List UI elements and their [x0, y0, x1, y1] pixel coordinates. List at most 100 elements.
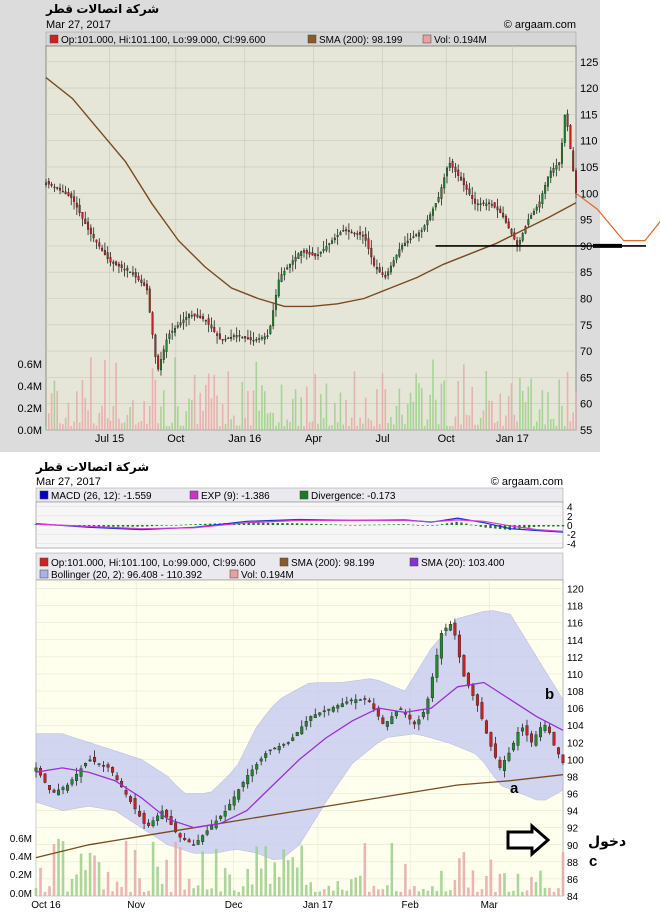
chart-date: Mar 27, 2017 — [36, 476, 101, 488]
volume-bar — [137, 422, 140, 430]
candle-body — [157, 355, 160, 370]
candle-body — [468, 188, 471, 195]
candle-body — [213, 327, 216, 332]
candle-body — [345, 701, 349, 704]
volume-bar — [138, 878, 141, 896]
candle-body — [92, 233, 95, 239]
volume-bar — [50, 393, 53, 430]
volume-bar — [308, 422, 311, 430]
volume-bar — [48, 413, 50, 430]
volume-bar — [289, 421, 291, 430]
volume-bar — [384, 389, 387, 430]
y-tick-label: 120 — [567, 585, 584, 596]
chart-title: شركة اتصالات قطر — [45, 2, 159, 16]
volume-bar — [440, 383, 443, 430]
y-tick-label: 88 — [567, 858, 579, 869]
volume-bar — [527, 386, 530, 430]
volume-bar — [70, 878, 74, 896]
y-tick-label: 112 — [567, 653, 583, 664]
candle-body — [479, 203, 482, 206]
volume-bar — [458, 858, 461, 896]
candle-body — [145, 283, 148, 291]
volume-bar — [449, 425, 451, 430]
volume-bar — [223, 868, 227, 896]
volume-bar — [322, 889, 326, 896]
candle-body — [305, 250, 308, 254]
candle-body — [460, 176, 463, 181]
divergence-bar — [469, 524, 473, 526]
candle-body — [124, 790, 128, 795]
candle-body — [202, 316, 205, 320]
volume-bar — [213, 374, 216, 430]
divergence-bar — [363, 524, 366, 526]
candle-body — [143, 282, 146, 286]
candle-body — [373, 257, 376, 266]
y-tick-label: 90 — [580, 241, 592, 253]
candle-body — [210, 825, 214, 830]
volume-bar — [88, 852, 92, 896]
volume-bar — [479, 417, 482, 430]
volume-bar — [422, 889, 425, 896]
divergence-bar — [247, 522, 250, 525]
candle-body — [493, 202, 496, 208]
volume-bar — [109, 420, 112, 430]
volume-bar — [156, 866, 159, 896]
candle-body — [87, 221, 90, 230]
volume-bar — [521, 891, 524, 896]
volume-bar — [66, 891, 69, 896]
volume-bar — [507, 396, 510, 430]
volume-bar — [485, 371, 488, 430]
candle-body — [333, 237, 336, 241]
volume-bar — [210, 398, 213, 430]
divergence-bar — [460, 522, 463, 525]
volume-bar — [334, 402, 336, 430]
candle-body — [372, 703, 376, 710]
volume-bar — [174, 841, 177, 896]
volume-bar — [133, 849, 137, 896]
price-legend-label: SMA (200): 98.199 — [291, 558, 375, 569]
y-tick-label: 116 — [567, 619, 583, 630]
candle-body — [399, 708, 403, 710]
candle-body — [230, 337, 233, 339]
candle-body — [471, 194, 474, 199]
divergence-bar — [121, 525, 125, 527]
volume-bar — [362, 423, 364, 430]
candle-body — [75, 773, 79, 781]
macd-tick-label: 0 — [567, 521, 573, 532]
volume-bar — [327, 885, 331, 896]
candle-body — [525, 725, 529, 736]
candle-body — [518, 240, 521, 245]
candle-body — [322, 710, 326, 712]
volume-bar — [404, 424, 406, 430]
volume-bar — [171, 422, 173, 430]
candle-body — [364, 233, 367, 241]
candle-body — [319, 251, 322, 254]
candle-body — [431, 208, 434, 216]
volume-bar — [57, 838, 60, 896]
volume-bar — [97, 862, 101, 896]
volume-bar — [61, 841, 65, 896]
candle-body — [484, 720, 488, 734]
volume-tick-label: 0.4M — [10, 852, 32, 863]
candle-body — [154, 334, 157, 357]
divergence-bar — [349, 524, 352, 526]
volume-bar — [530, 378, 532, 430]
candle-body — [70, 779, 74, 785]
volume-bar — [272, 412, 274, 430]
price-legend-label: SMA (20): 103.400 — [421, 558, 505, 569]
y-tick-label: 92 — [567, 824, 579, 835]
candle-body — [454, 166, 457, 172]
volume-bar — [252, 390, 255, 430]
volume-bar — [471, 870, 475, 896]
candle-body — [426, 219, 429, 226]
divergence-bar — [276, 523, 279, 525]
volume-bar — [552, 891, 556, 896]
divergence-bar — [141, 525, 144, 527]
volume-bar — [314, 374, 317, 430]
candle-body — [309, 716, 313, 721]
volume-bar — [489, 859, 493, 896]
volume-bar — [493, 422, 496, 430]
volume-bar — [207, 373, 210, 430]
volume-bar — [205, 384, 207, 430]
volume-bar — [232, 890, 236, 896]
